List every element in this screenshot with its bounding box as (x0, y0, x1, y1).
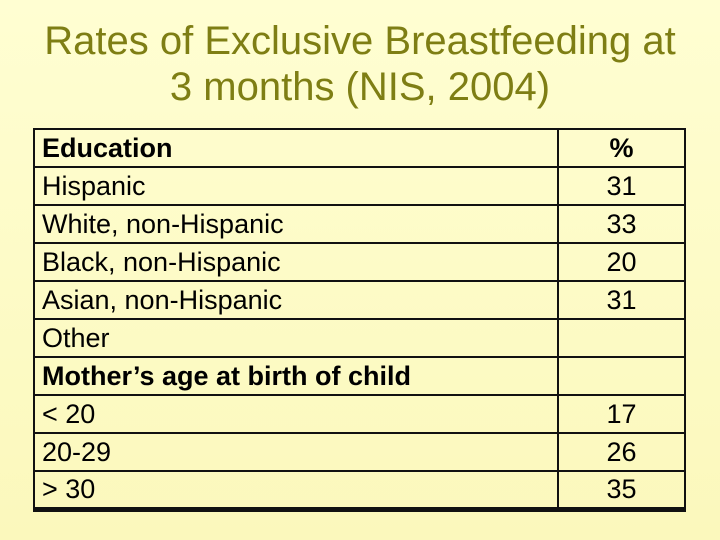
table-row: Other (33, 318, 686, 358)
row-label-cell: 20-29 (33, 432, 559, 472)
table-row: 20-29 26 (33, 432, 686, 472)
row-label-cell: Mother’s age at birth of child (33, 356, 559, 396)
table-row: < 20 17 (33, 394, 686, 434)
table-row: Black, non-Hispanic 20 (33, 242, 686, 282)
table-row: White, non-Hispanic 33 (33, 204, 686, 244)
header-percent-cell: % (557, 128, 686, 168)
row-label-cell: Asian, non-Hispanic (33, 280, 559, 320)
title-line-1: Rates of Exclusive Breastfeeding at (44, 19, 676, 63)
title-line-2: 3 months (NIS, 2004) (169, 65, 551, 109)
row-value-cell: 17 (557, 394, 686, 434)
table-row: Asian, non-Hispanic 31 (33, 280, 686, 320)
row-value-cell: 33 (557, 204, 686, 244)
row-label-cell: Other (33, 318, 559, 358)
row-value-cell: 31 (557, 166, 686, 206)
table-row: Mother’s age at birth of child (33, 356, 686, 396)
row-label-cell: > 30 (33, 470, 559, 512)
breastfeeding-rates-table: Education % Hispanic 31 White, non-Hispa… (33, 128, 686, 512)
row-value-cell: 31 (557, 280, 686, 320)
row-value-cell: 35 (557, 470, 686, 512)
table-row: > 30 35 (33, 470, 686, 512)
table-row: Hispanic 31 (33, 166, 686, 206)
row-value-cell (557, 356, 686, 396)
row-value-cell (557, 318, 686, 358)
row-value-cell: 26 (557, 432, 686, 472)
slide-title: Rates of Exclusive Breastfeeding at 3 mo… (0, 18, 720, 110)
row-label-cell: Black, non-Hispanic (33, 242, 559, 282)
row-value-cell: 20 (557, 242, 686, 282)
row-label-cell: < 20 (33, 394, 559, 434)
row-label-cell: Hispanic (33, 166, 559, 206)
row-label-cell: White, non-Hispanic (33, 204, 559, 244)
header-category-cell: Education (33, 128, 559, 168)
table-header-row: Education % (33, 128, 686, 168)
